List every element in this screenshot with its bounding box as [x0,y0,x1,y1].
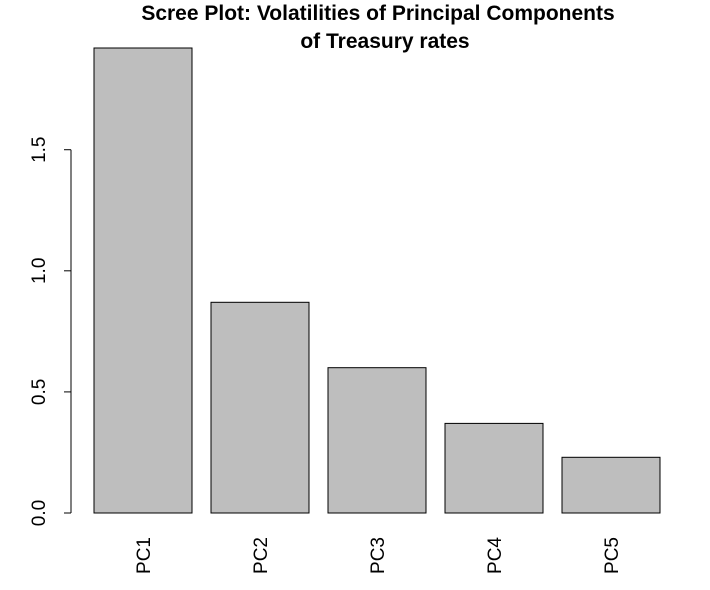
x-tick-label-pc3: PC3 [368,537,389,574]
chart-title: Scree Plot: Volatilities of Principal Co… [141,2,614,53]
x-axis-labels: PC1 PC2 PC3 PC4 PC5 [134,537,623,574]
bar-pc2 [210,301,310,514]
x-tick-label-pc2: PC2 [251,537,272,574]
y-tick-label: 1.0 [29,258,50,284]
y-tick-label: 0.0 [29,500,50,526]
y-tick-label: 1.5 [29,137,50,163]
bar-pc3 [327,367,427,514]
bar-pc1 [93,47,193,514]
bar-pc4 [444,422,544,514]
y-axis: 0.0 0.5 1.0 1.5 [29,137,72,526]
bar-pc5 [561,456,661,514]
x-tick-label-pc4: PC4 [485,537,506,574]
chart-title-line-2: of Treasury rates [300,30,469,53]
bars-group [93,47,661,514]
x-tick-label-pc5: PC5 [602,537,623,574]
chart-title-line-1: Scree Plot: Volatilities of Principal Co… [141,2,614,25]
x-tick-label-pc1: PC1 [134,537,155,574]
y-tick-label: 0.5 [29,379,50,405]
